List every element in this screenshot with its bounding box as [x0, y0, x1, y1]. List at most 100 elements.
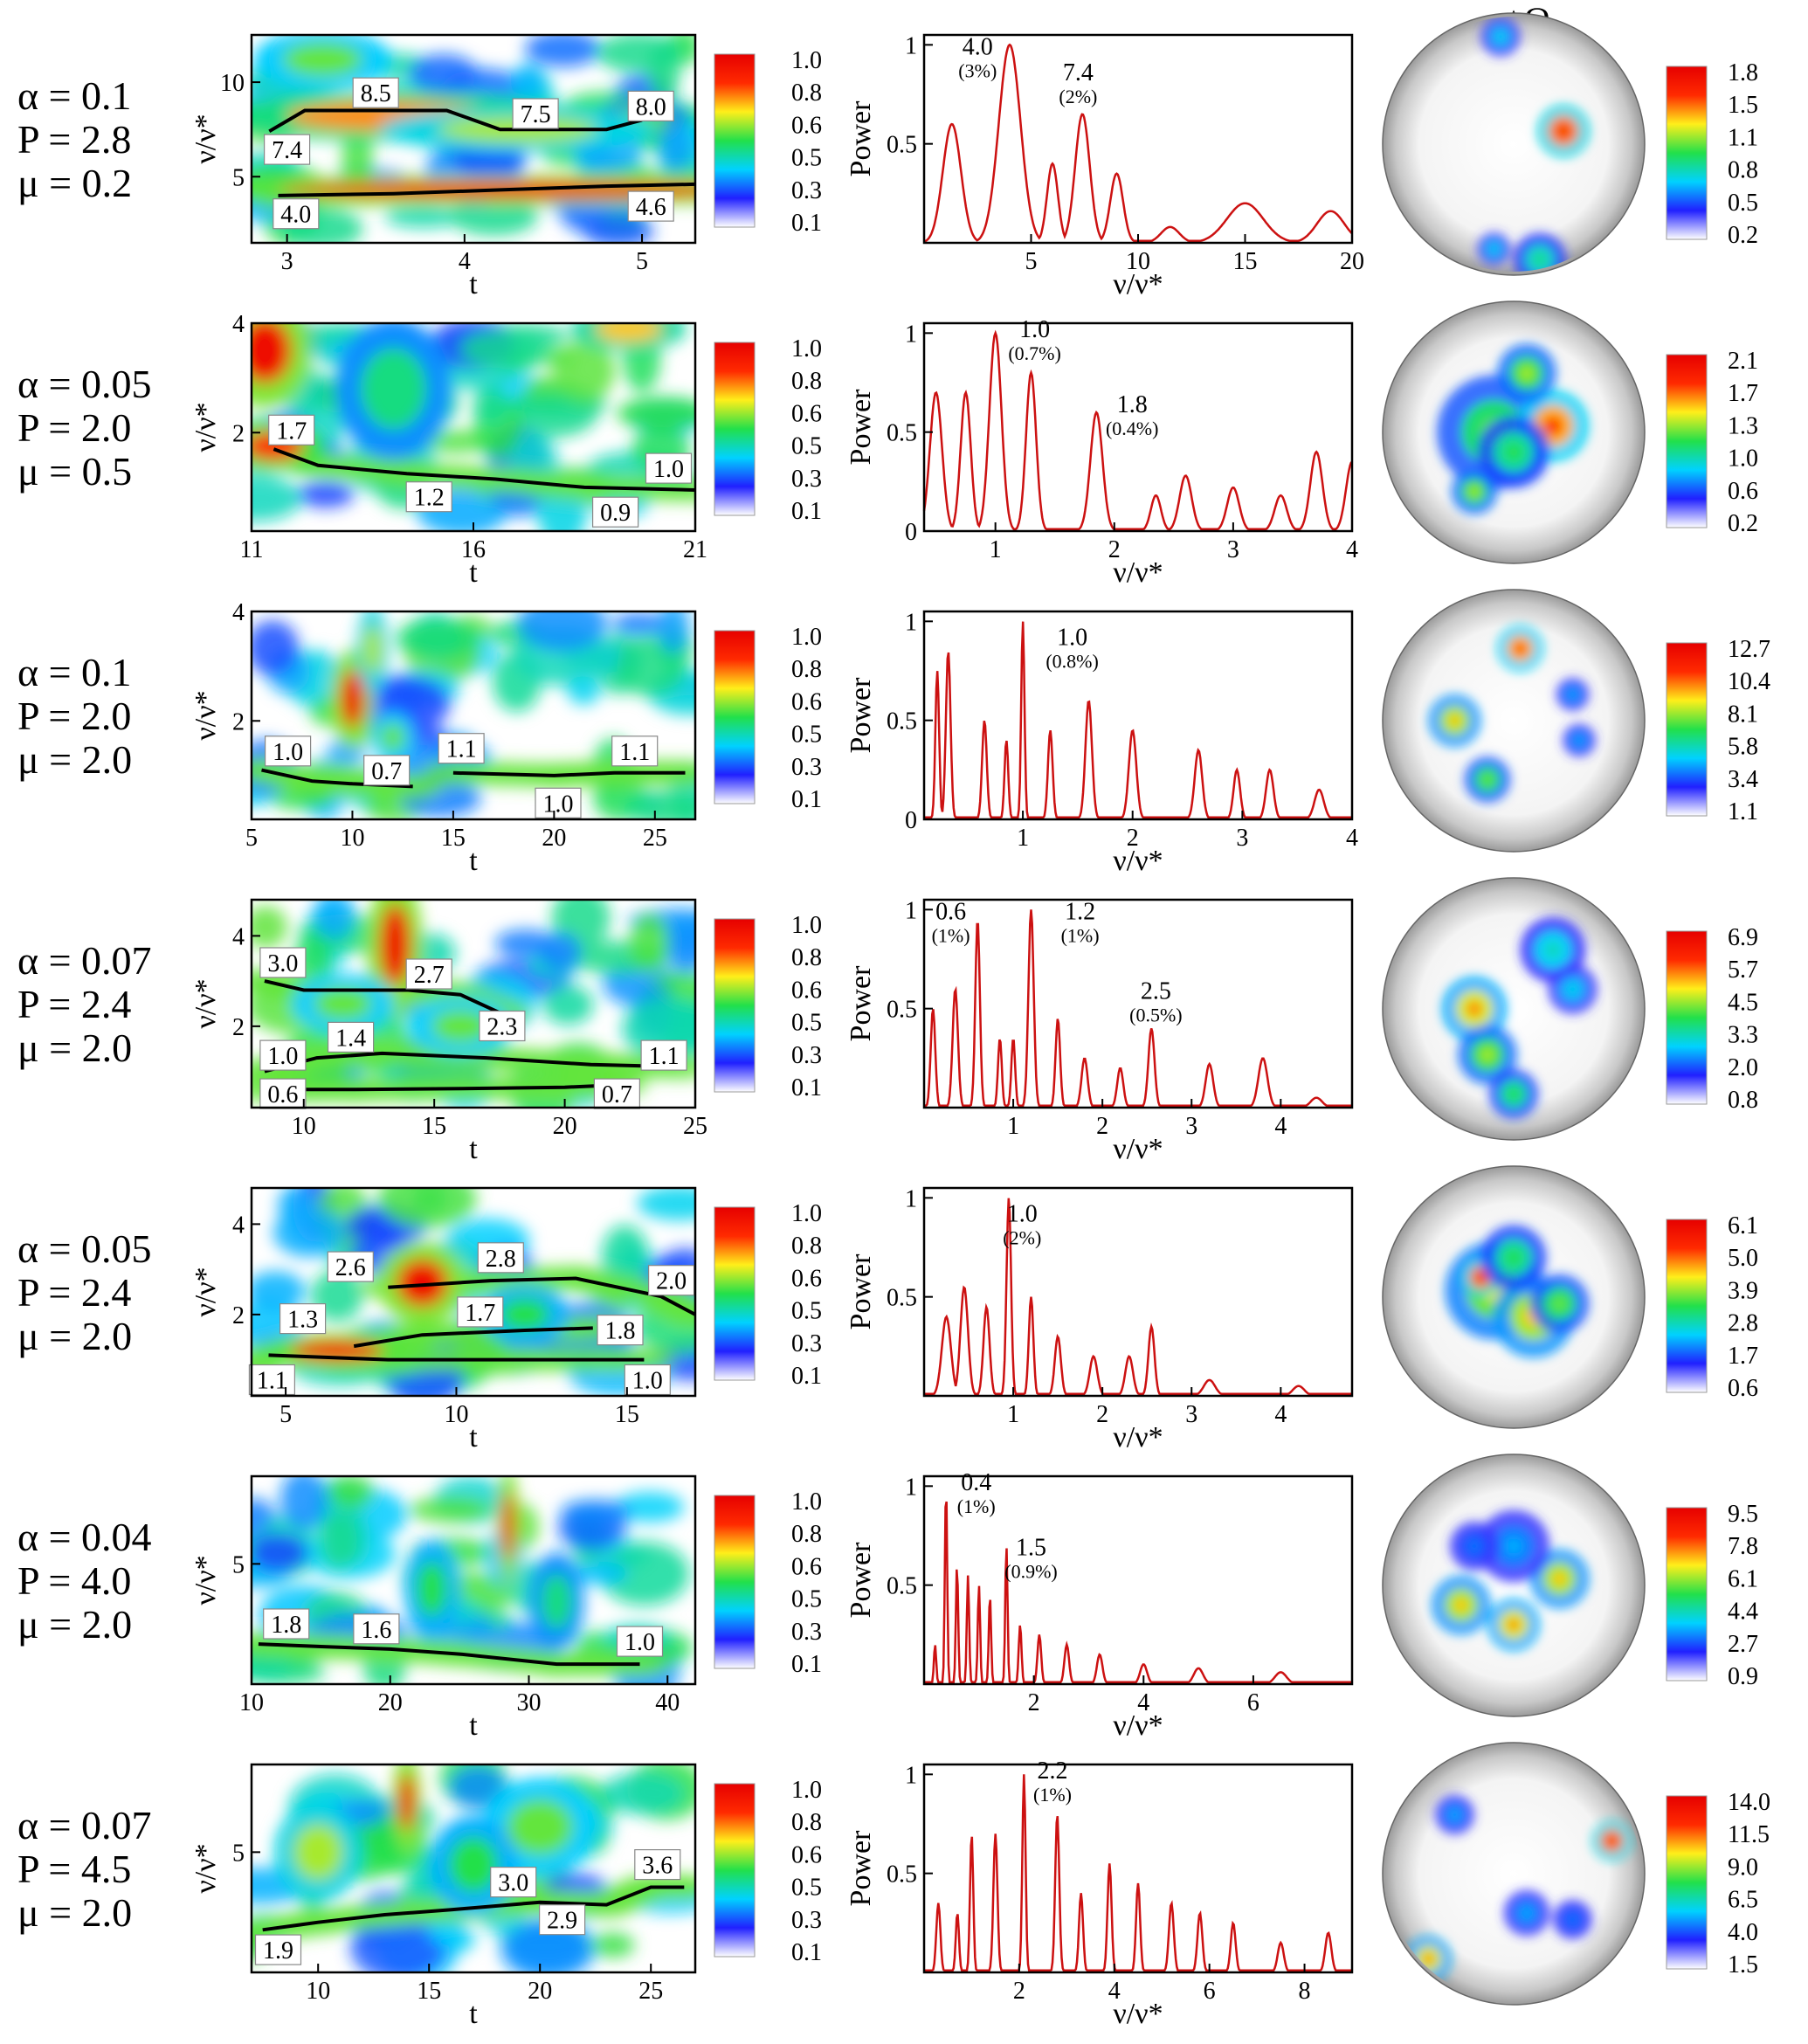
x-tick-label: 3	[1227, 536, 1239, 563]
ridge-label: 2.9	[547, 1908, 577, 1935]
x-tick-label: 25	[638, 1978, 663, 2005]
y-axis-label: Power	[845, 677, 877, 754]
heatmap-blob	[616, 397, 695, 431]
ridge-label-box	[265, 735, 312, 767]
colorbar-tick-label: 0.5	[791, 722, 822, 749]
colorbar-tick-label: 5.0	[1728, 1245, 1758, 1272]
peak-annotation-percent: (0.9%)	[1004, 1561, 1057, 1583]
param-label: α = 0.07	[17, 938, 152, 983]
sphere-spot-core	[1575, 736, 1584, 744]
colorbar-tick-label: 0.6	[1728, 1375, 1758, 1402]
x-tick-label: 25	[643, 825, 667, 852]
ridge-label: 0.7	[602, 1081, 632, 1108]
x-tick-label: 40	[655, 1689, 680, 1716]
sphere-spot-core	[1515, 643, 1526, 654]
param-label: μ = 0.2	[17, 161, 132, 205]
heatmap-blob	[252, 620, 300, 676]
y-axis-label: Power	[845, 1253, 877, 1330]
x-tick-label: 10	[1126, 248, 1150, 275]
colorbar-tick-label: 0.6	[791, 400, 822, 427]
x-axis-label: ν/ν*	[1113, 268, 1163, 300]
sphere-spot-core	[1481, 774, 1494, 785]
sphere-spot-core	[1568, 1915, 1577, 1924]
y-tick-label: 4	[232, 923, 245, 950]
y-axis-label: Power	[845, 100, 877, 177]
row-6: α = 0.04P = 4.0μ = 2.0 1.8 1.6 1.0 10 20 30 40 5…	[17, 1454, 1758, 1742]
y-tick-label: 5	[232, 1551, 245, 1578]
ridge-label-box	[627, 190, 674, 222]
wavelet-plot: 2.6 2.8 2.0 1.3 1.7 1.8 1.1 1.0 5 10 15 2 4 t ν/ν*	[190, 1186, 697, 1454]
x-tick-label: 11	[240, 536, 264, 563]
heatmap-blob	[590, 1932, 635, 1958]
peak-annotation-percent: (0.4%)	[1106, 418, 1158, 439]
x-tick-label: 8	[1299, 1978, 1311, 2005]
y-tick-label: 1	[905, 897, 917, 924]
wavelet-axes-frame	[250, 1186, 697, 1398]
ridge-label: 1.8	[271, 1612, 301, 1639]
colorbar-gradient	[714, 1783, 756, 1958]
heatmap-blob	[409, 54, 478, 93]
colorbar-tick-label: 1.7	[1728, 1343, 1758, 1370]
row-7: α = 0.07P = 4.5μ = 2.01.93.02.93.610 15 20…	[17, 1742, 1770, 2030]
heatmap-blob	[313, 900, 355, 940]
ridge-label-box	[263, 1608, 310, 1640]
heatmap-blob	[419, 430, 493, 453]
wavelet-axes-frame	[250, 610, 697, 821]
ridge-label-box	[264, 134, 311, 165]
ridge-label-box	[624, 1364, 671, 1396]
heatmap-hotspot	[340, 670, 365, 729]
ridge-label: 7.5	[521, 101, 551, 128]
heatmap-blob	[376, 1188, 477, 1229]
peak-annotation: 2.5	[1141, 977, 1171, 1005]
sphere-spot-core	[1544, 417, 1562, 435]
ridge-label-box	[352, 77, 399, 108]
colorbar-tick-label: 3.4	[1728, 766, 1758, 793]
y-tick-label: 5	[232, 1840, 245, 1867]
y-axis-label: ν/ν*	[190, 690, 222, 740]
sphere-spot-core	[1423, 1953, 1434, 1965]
peak-annotation: 1.0	[1019, 316, 1050, 343]
param-label: P = 2.0	[17, 405, 131, 450]
heatmap-hotspot	[379, 904, 411, 986]
colorbar-tick-label: 0.8	[791, 368, 822, 395]
heatmap-blob	[584, 215, 654, 243]
heatmap-blob	[328, 1476, 374, 1509]
ridge-label: 1.1	[649, 1043, 680, 1070]
wavelet-colorbar: 1.0 0.8 0.6 0.5 0.3 0.1	[714, 624, 822, 813]
ridge-label: 1.0	[543, 791, 574, 818]
ridge-label: 1.6	[361, 1617, 391, 1644]
ridge-label-box	[279, 1302, 327, 1335]
x-tick-label: 2	[1096, 1113, 1108, 1140]
ridge-label-box	[538, 1904, 586, 1936]
x-axis-label: ν/ν*	[1113, 1998, 1163, 2030]
ridge-label-box	[640, 1039, 687, 1071]
ridge-label: 0.9	[600, 500, 631, 527]
ridge-label: 4.0	[280, 202, 311, 229]
colorbar-tick-label: 0.5	[791, 433, 822, 460]
sphere-colorbar: 9.5 7.8 6.1 4.4 2.7 0.9	[1666, 1501, 1758, 1690]
ridge-label-box	[328, 1021, 375, 1053]
colorbar-gradient	[1666, 1795, 1708, 1970]
ridge-label: 1.7	[465, 1300, 495, 1327]
colorbar-tick-label: 0.1	[791, 210, 822, 237]
y-tick-label: 2	[232, 420, 245, 447]
ridge-line	[264, 1051, 683, 1074]
x-axis-label: ν/ν*	[1113, 1709, 1163, 1742]
colorbar-tick-label: 12.7	[1728, 636, 1770, 663]
sphere-surface	[1382, 1742, 1646, 2006]
ridge-band	[666, 1302, 695, 1327]
ridge-label: 1.3	[287, 1307, 318, 1334]
power-curve	[924, 621, 1352, 818]
y-tick-label: 10	[220, 70, 245, 97]
y-axis-label: Power	[845, 1830, 877, 1907]
colorbar-tick-label: 1.0	[1728, 445, 1758, 473]
heatmap-blob	[510, 63, 545, 105]
x-tick-label: 10	[306, 1978, 330, 2005]
colorbar-tick-label: 0.3	[791, 1619, 822, 1646]
ridge-label: 1.9	[263, 1937, 293, 1965]
wavelet-plot: 1.7 1.0 1.2 0.9 11 16 21 2 4 t ν/ν*	[190, 311, 707, 589]
colorbar-tick-label: 6.1	[1728, 1212, 1758, 1240]
x-axis-label: ν/ν*	[1113, 1421, 1163, 1454]
sphere-spot-core	[1556, 124, 1570, 138]
